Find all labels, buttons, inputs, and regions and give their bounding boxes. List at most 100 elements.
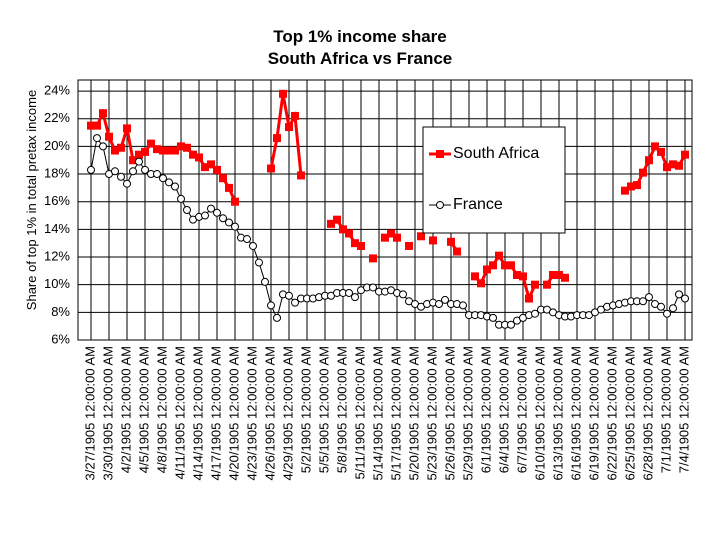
marker [141,165,149,174]
marker [345,288,353,297]
marker [87,121,95,130]
plot-area [78,80,692,340]
marker [129,156,137,165]
marker [663,163,671,172]
marker [639,297,647,306]
x-tick-label: 5/8/1905 12:00:00 AM [334,346,349,473]
x-tick-label: 6/7/1905 12:00:00 AM [514,346,529,473]
x-tick-label: 4/20/1905 12:00:00 AM [226,346,241,480]
marker [435,300,443,309]
marker [213,208,221,217]
x-tick-label: 5/20/1905 12:00:00 AM [406,346,421,480]
marker [141,147,149,156]
marker [327,219,335,228]
marker [531,280,539,289]
x-tick-label: 6/28/1905 12:00:00 AM [640,346,655,480]
marker [153,145,161,154]
marker [111,146,119,155]
marker [285,123,293,132]
marker [225,218,233,227]
marker [201,211,209,220]
marker [645,293,653,302]
x-tick-label: 5/29/1905 12:00:00 AM [460,346,475,480]
x-tick-label: 6/1/1905 12:00:00 AM [478,346,493,473]
x-tick-label: 4/11/1905 12:00:00 AM [172,346,187,479]
marker [345,229,353,238]
marker [519,272,527,281]
y-axis-title: Share of top 1% in total pretax income [24,90,39,310]
x-tick-label: 6/10/1905 12:00:00 AM [532,346,547,480]
y-tick-label: 12% [44,248,70,263]
marker [351,293,359,302]
y-tick-label: 6% [51,331,70,346]
legend-box [422,126,566,234]
marker [675,161,683,170]
marker [93,134,101,143]
x-tick-label: 4/5/1905 12:00:00 AM [136,346,151,473]
marker [93,121,101,130]
marker [99,142,107,151]
marker [231,197,239,206]
marker [459,301,467,310]
marker [381,233,389,242]
marker [291,111,299,120]
marker [171,182,179,191]
marker [117,143,125,152]
marker [291,298,299,307]
legend-label: France [453,196,503,213]
marker [507,261,515,270]
marker [159,146,167,155]
x-tick-label: 6/13/1905 12:00:00 AM [550,346,565,480]
marker [165,178,173,187]
marker [105,132,113,141]
y-tick-label: 14% [44,221,70,236]
x-tick-label: 6/25/1905 12:00:00 AM [622,346,637,480]
marker [99,109,107,118]
marker [525,294,533,303]
marker [135,157,143,166]
marker [87,165,95,174]
marker [441,295,449,304]
marker [357,241,365,250]
marker [285,291,293,300]
marker [147,139,155,148]
marker [447,237,455,246]
marker [273,313,281,322]
marker [177,194,185,203]
marker [351,239,359,248]
marker [171,146,179,155]
marker [477,279,485,288]
marker [117,172,125,181]
marker [249,241,257,250]
x-tick-label: 6/16/1905 12:00:00 AM [568,346,583,480]
marker [681,150,689,159]
marker [507,320,515,329]
x-tick-label: 5/14/1905 12:00:00 AM [370,346,385,480]
marker [267,164,275,173]
x-tick-label: 4/29/1905 12:00:00 AM [280,346,295,480]
marker [543,280,551,289]
x-tick-label: 5/11/1905 12:00:00 AM [352,346,367,479]
marker [681,294,689,303]
marker [183,206,191,214]
marker [489,313,497,322]
x-tick-label: 4/2/1905 12:00:00 AM [118,346,133,473]
marker [267,301,275,310]
marker [243,235,251,244]
marker [549,271,557,279]
y-tick-label: 20% [44,138,70,153]
marker [531,309,539,318]
y-tick-label: 8% [51,304,70,319]
x-tick-label: 5/5/1905 12:00:00 AM [316,346,331,473]
marker [417,232,425,241]
legend-label: South Africa [453,145,539,162]
marker [405,241,413,250]
marker [159,174,167,183]
marker [387,229,395,238]
marker [483,265,491,274]
marker [663,309,671,318]
marker [369,254,377,263]
y-tick-label: 24% [44,83,70,98]
marker [429,236,437,245]
